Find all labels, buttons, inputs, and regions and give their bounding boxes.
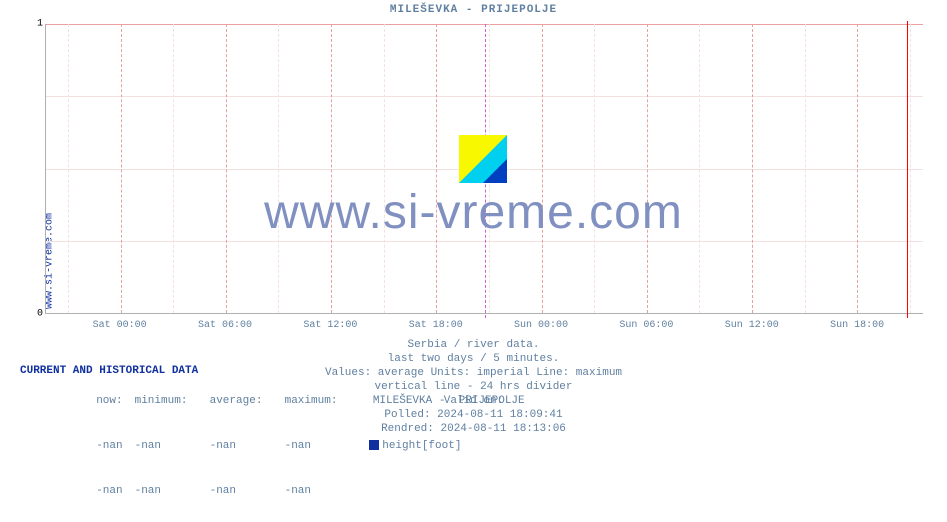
xtick: Sun 06:00 xyxy=(619,320,673,331)
gridline-v xyxy=(436,24,437,313)
col-head: maximum: xyxy=(285,394,360,409)
gridline-v-minor xyxy=(384,24,385,313)
gridline-v-minor xyxy=(594,24,595,313)
xtick: Sun 18:00 xyxy=(830,320,884,331)
col-head: average: xyxy=(210,394,285,409)
gridline-v xyxy=(226,24,227,313)
gridline-v-minor xyxy=(805,24,806,313)
gridline-v-minor xyxy=(173,24,174,313)
chart-container: MILEŠEVKA - PRIJEPOLJE www.si-vreme.com … xyxy=(0,0,947,522)
gridline-v xyxy=(542,24,543,313)
xtick: Sat 18:00 xyxy=(409,320,463,331)
xtick: Sun 00:00 xyxy=(514,320,568,331)
gridline-v-minor xyxy=(68,24,69,313)
data-section: CURRENT AND HISTORICAL DATA now:minimum:… xyxy=(20,364,525,514)
col-head: now: xyxy=(60,394,135,409)
gridline-v xyxy=(857,24,858,313)
xtick: Sat 12:00 xyxy=(303,320,357,331)
cell: -nan xyxy=(135,439,210,454)
gridline-v xyxy=(121,24,122,313)
ytick: 1 xyxy=(28,19,43,30)
data-columns-row: now:minimum:average:maximum: MILEŠEVKA -… xyxy=(20,379,525,424)
ytick: 0 xyxy=(28,309,43,320)
series-swatch-icon xyxy=(369,440,379,450)
chart-title: MILEŠEVKA - PRIJEPOLJE xyxy=(0,4,947,16)
data-header: CURRENT AND HISTORICAL DATA xyxy=(20,364,525,379)
gridline-v xyxy=(647,24,648,313)
watermark-text: www.si-vreme.com xyxy=(0,185,947,240)
end-marker xyxy=(907,21,908,318)
cell: -nan xyxy=(210,484,285,499)
cell: -nan xyxy=(285,484,360,499)
data-row: -nan-nan-nan-nan xyxy=(20,469,525,514)
station-label: MILEŠEVKA - PRIJEPOLJE xyxy=(373,394,525,409)
xtick: Sat 00:00 xyxy=(93,320,147,331)
cell: -nan xyxy=(60,484,135,499)
xtick: Sun 12:00 xyxy=(725,320,779,331)
cell: -nan xyxy=(135,484,210,499)
gridline-v xyxy=(331,24,332,313)
col-head: minimum: xyxy=(135,394,210,409)
data-row: -nan-nan-nan-nan height[foot] xyxy=(20,424,525,469)
gridline-v-minor xyxy=(699,24,700,313)
watermark-logo-icon xyxy=(459,135,507,183)
cell: -nan xyxy=(60,439,135,454)
cell: -nan xyxy=(210,439,285,454)
cell: -nan xyxy=(285,439,360,454)
gridline-v-minor xyxy=(278,24,279,313)
gridline-v xyxy=(752,24,753,313)
series-label: height[foot] xyxy=(382,439,461,454)
meta-line: Serbia / river data. xyxy=(0,338,947,352)
gridline-v-minor xyxy=(910,24,911,313)
xtick: Sat 06:00 xyxy=(198,320,252,331)
